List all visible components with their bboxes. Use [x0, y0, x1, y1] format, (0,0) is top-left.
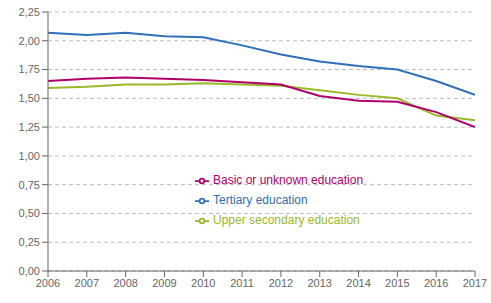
svg-text:2,25: 2,25 — [19, 6, 40, 18]
svg-text:2016: 2016 — [424, 277, 448, 289]
svg-text:0,50: 0,50 — [19, 207, 40, 219]
svg-text:2014: 2014 — [346, 277, 370, 289]
svg-text:2011: 2011 — [230, 277, 254, 289]
svg-text:2012: 2012 — [269, 277, 293, 289]
svg-text:0,75: 0,75 — [19, 179, 40, 191]
svg-text:2006: 2006 — [36, 277, 60, 289]
svg-text:2017: 2017 — [463, 277, 483, 289]
svg-text:2008: 2008 — [113, 277, 137, 289]
html-text:Tertiary education: Tertiary education — [213, 193, 308, 207]
html-text:Upper secondary education: Upper secondary education — [213, 213, 360, 227]
svg-text:2013: 2013 — [307, 277, 331, 289]
svg-text:1,75: 1,75 — [19, 63, 40, 75]
html-text:Basic or unknown education: Basic or unknown education — [213, 173, 364, 187]
svg-text:2007: 2007 — [75, 277, 99, 289]
svg-text:1,00: 1,00 — [19, 150, 40, 162]
svg-text:1,25: 1,25 — [19, 121, 40, 133]
svg-text:0,00: 0,00 — [19, 265, 40, 277]
svg-text:2015: 2015 — [385, 277, 409, 289]
svg-text:0,25: 0,25 — [19, 236, 40, 248]
svg-text:1,50: 1,50 — [19, 92, 40, 104]
svg-text:2009: 2009 — [152, 277, 176, 289]
svg-text:2,00: 2,00 — [19, 35, 40, 47]
svg-text:2010: 2010 — [191, 277, 215, 289]
